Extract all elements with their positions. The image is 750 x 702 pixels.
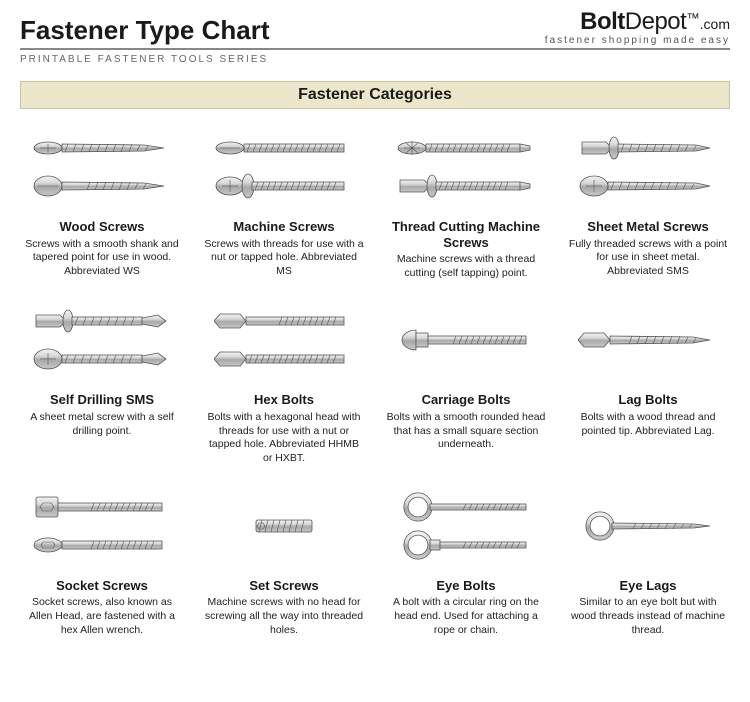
self-drilling-icon (20, 294, 184, 386)
lag-bolts-icon (566, 294, 730, 386)
fastener-cell-socket-screws: Socket Screws Socket screws, also known … (20, 480, 184, 638)
cell-desc: Fully threaded screws with a point for u… (566, 238, 730, 279)
fastener-cell-self-drilling: Self Drilling SMS A sheet metal screw wi… (20, 294, 184, 465)
cell-desc: Screws with threads for use with a nut o… (202, 238, 366, 279)
cell-title: Lag Bolts (618, 392, 677, 408)
cell-title: Hex Bolts (254, 392, 314, 408)
fastener-cell-machine-screws: Machine Screws Screws with threads for u… (202, 121, 366, 280)
fastener-cell-eye-bolts: Eye Bolts A bolt with a circular ring on… (384, 480, 548, 638)
wood-screws-icon (20, 121, 184, 213)
fastener-cell-wood-screws: Wood Screws Screws with a smooth shank a… (20, 121, 184, 280)
cell-title: Socket Screws (56, 578, 148, 594)
brand-block: BoltDepot™.com fastener shopping made ea… (545, 10, 730, 46)
eye-bolts-icon (384, 480, 548, 572)
fastener-cell-set-screws: Set Screws Machine screws with no head f… (202, 480, 366, 638)
brand-tagline: fastener shopping made easy (545, 36, 730, 46)
thread-cutting-icon (384, 121, 548, 213)
cell-title: Wood Screws (59, 219, 144, 235)
page-header: Fastener Type Chart BoltDepot™.com faste… (20, 10, 730, 50)
cell-desc: Bolts with a smooth rounded head that ha… (384, 411, 548, 452)
sheet-metal-icon (566, 121, 730, 213)
hex-bolts-icon (202, 294, 366, 386)
set-screws-icon (202, 480, 366, 572)
fastener-cell-eye-lags: Eye Lags Similar to an eye bolt but with… (566, 480, 730, 638)
cell-title: Eye Bolts (436, 578, 495, 594)
eye-lags-icon (566, 480, 730, 572)
brand-bold: Bolt (580, 8, 625, 35)
brand-thin: Depot (625, 8, 687, 35)
cell-title: Set Screws (249, 578, 318, 594)
cell-desc: A bolt with a circular ring on the head … (384, 596, 548, 637)
machine-screws-icon (202, 121, 366, 213)
cell-desc: Bolts with a hexagonal head with threads… (202, 411, 366, 466)
cell-desc: Machine screws with a thread cutting (se… (384, 253, 548, 280)
cell-title: Thread Cutting Machine Screws (384, 219, 548, 250)
cell-desc: Bolts with a wood thread and pointed tip… (566, 411, 730, 438)
cell-title: Carriage Bolts (422, 392, 511, 408)
cell-desc: A sheet metal screw with a self drilling… (20, 411, 184, 438)
brand-tm: ™ (686, 11, 699, 26)
fastener-cell-carriage-bolts: Carriage Bolts Bolts with a smooth round… (384, 294, 548, 465)
cell-desc: Screws with a smooth shank and tapered p… (20, 238, 184, 279)
page-title: Fastener Type Chart (20, 15, 269, 46)
cell-title: Eye Lags (619, 578, 676, 594)
cell-title: Self Drilling SMS (50, 392, 154, 408)
fastener-cell-thread-cutting: Thread Cutting Machine Screws Machine sc… (384, 121, 548, 280)
cell-desc: Similar to an eye bolt but with wood thr… (566, 596, 730, 637)
fastener-grid: Wood Screws Screws with a smooth shank a… (20, 121, 730, 637)
cell-desc: Machine screws with no head for screwing… (202, 596, 366, 637)
fastener-cell-lag-bolts: Lag Bolts Bolts with a wood thread and p… (566, 294, 730, 465)
fastener-cell-hex-bolts: Hex Bolts Bolts with a hexagonal head wi… (202, 294, 366, 465)
section-title-bar: Fastener Categories (20, 81, 730, 109)
fastener-cell-sheet-metal: Sheet Metal Screws Fully threaded screws… (566, 121, 730, 280)
brand-domain: .com (700, 16, 730, 32)
page-subhead: PRINTABLE FASTENER TOOLS SERIES (20, 54, 730, 65)
cell-title: Sheet Metal Screws (587, 219, 708, 235)
socket-screws-icon (20, 480, 184, 572)
cell-desc: Socket screws, also known as Allen Head,… (20, 596, 184, 637)
carriage-bolts-icon (384, 294, 548, 386)
cell-title: Machine Screws (233, 219, 334, 235)
